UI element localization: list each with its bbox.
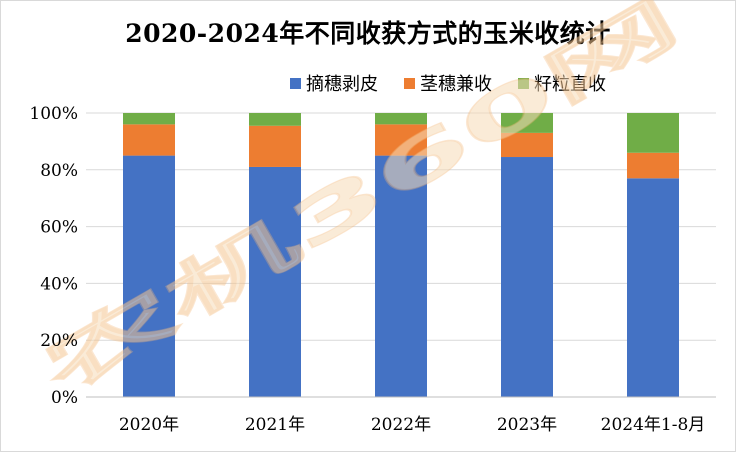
legend-swatch-3 xyxy=(518,77,529,89)
legend-swatch-1 xyxy=(290,77,301,89)
legend-item-1: 摘穗剥皮 xyxy=(290,70,378,96)
bar-2-1 xyxy=(123,124,175,156)
bars xyxy=(123,113,679,397)
legend-swatch-2 xyxy=(404,77,415,89)
bar-1-1 xyxy=(123,155,175,397)
y-tick-label-5: 100% xyxy=(29,104,78,124)
legend-item-3: 籽粒直收 xyxy=(518,70,606,96)
bar-2-2 xyxy=(249,125,301,167)
bar-3-5 xyxy=(627,113,679,153)
bar-3-1 xyxy=(123,113,175,125)
bar-3-3 xyxy=(375,113,427,125)
x-tick-label-4: 2023年 xyxy=(497,415,557,435)
legend-item-2: 茎穗兼收 xyxy=(404,70,492,96)
x-tick-label-3: 2022年 xyxy=(371,415,431,435)
y-tick-label-0: 0% xyxy=(51,388,78,408)
y-tick-label-3: 60% xyxy=(40,218,78,238)
bar-2-3 xyxy=(375,124,427,156)
y-tick-label-1: 20% xyxy=(40,331,78,351)
bar-3-4 xyxy=(501,113,553,133)
bar-1-3 xyxy=(375,155,427,397)
x-tick-label-5: 2024年1-8月 xyxy=(601,415,706,435)
legend-label-2: 茎穗兼收 xyxy=(420,74,492,95)
bar-2-5 xyxy=(627,152,679,179)
chart-title: 2020-2024年不同收获方式的玉米收统计 xyxy=(125,19,611,48)
bar-1-5 xyxy=(627,178,679,397)
x-tick-label-2: 2021年 xyxy=(245,415,305,435)
bar-1-2 xyxy=(249,166,301,397)
y-tick-label-4: 80% xyxy=(40,161,78,181)
bar-1-4 xyxy=(501,157,553,397)
legend-label-3: 籽粒直收 xyxy=(534,74,606,95)
chart-legend: 摘穗剥皮 茎穗兼收 籽粒直收 xyxy=(0,70,736,96)
bar-2-4 xyxy=(501,132,553,158)
axes: 0% 20% 40% 60% 80% 100% 2020年 2021年 2022年 2023年 20… xyxy=(29,104,716,435)
x-tick-label-1: 2020年 xyxy=(119,415,179,435)
y-tick-label-2: 40% xyxy=(40,274,78,294)
bar-3-2 xyxy=(249,113,301,126)
legend-label-1: 摘穗剥皮 xyxy=(306,74,378,95)
